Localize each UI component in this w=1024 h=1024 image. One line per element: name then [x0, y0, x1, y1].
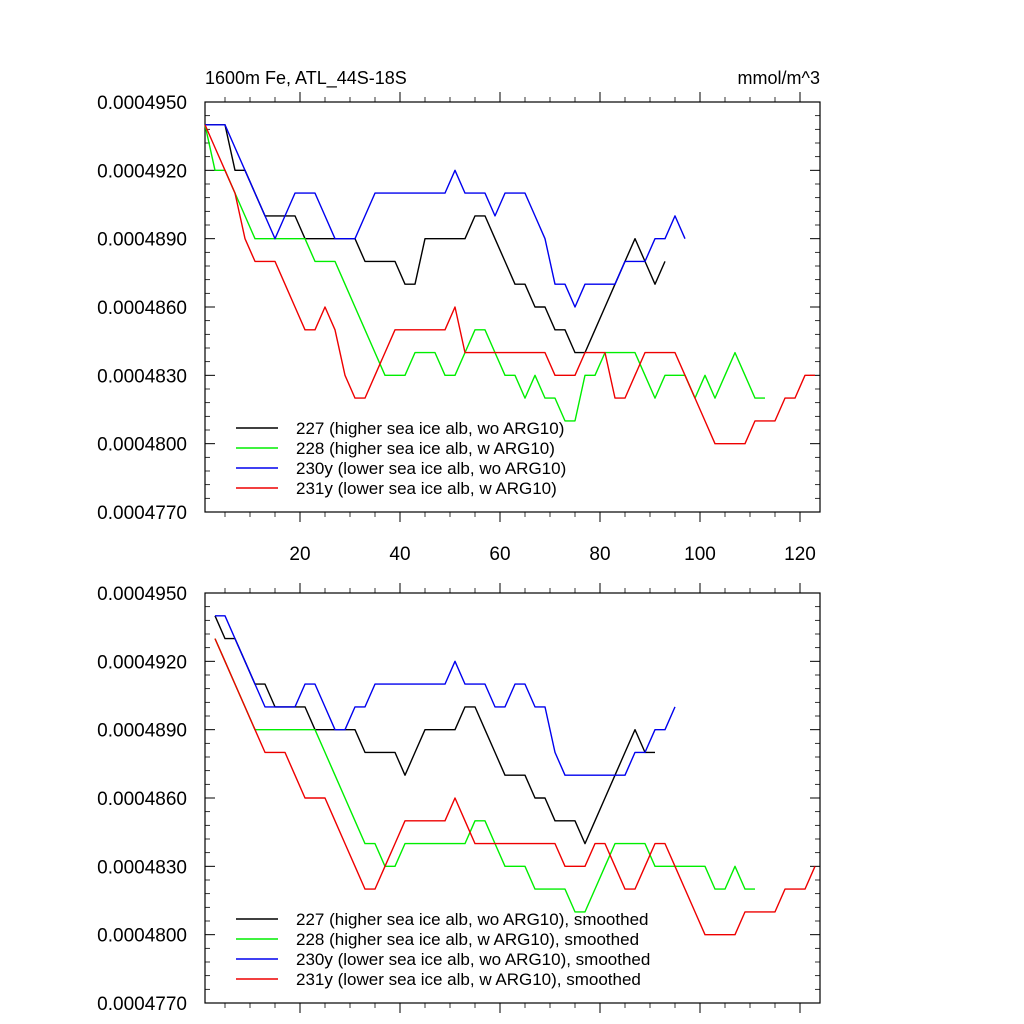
legend-label-1: 228 (higher sea ice alb, w ARG10), smoot…: [296, 930, 639, 949]
y-tick-label: 0.0004800: [97, 926, 187, 947]
x-tick-label: 60: [489, 544, 510, 565]
series-line-2: [205, 124, 686, 308]
legend-label-1: 228 (higher sea ice alb, w ARG10): [296, 439, 555, 458]
x-tick-label: 100: [684, 544, 716, 565]
y-tick-label: 0.0004890: [97, 721, 187, 742]
series-line-1: [214, 638, 755, 913]
y-tick-label: 0.0004770: [97, 994, 187, 1015]
legend-label-2: 230y (lower sea ice alb, wo ARG10): [296, 459, 566, 478]
y-tick-label: 0.0004830: [97, 366, 187, 387]
units-label: mmol/m^3: [738, 68, 820, 88]
y-tick-label: 0.0004830: [97, 857, 187, 878]
series-line-3: [214, 638, 816, 936]
x-tick-label: 20: [289, 544, 310, 565]
bottom-panel: 0.0004770 0.0004800 0.0004830 0.0004860 0.00…: [97, 583, 821, 1015]
series-line-1: [204, 124, 765, 422]
y-tick-label: 0.0004860: [97, 298, 187, 319]
series-line-0: [205, 124, 666, 354]
y-tick-label: 0.0004920: [97, 161, 187, 182]
chart-title: 1600m Fe, ATL_44S-18S: [205, 68, 407, 89]
legend-label-0: 227 (higher sea ice alb, wo ARG10), smoo…: [296, 910, 648, 929]
y-tick-label: 0.0004800: [97, 435, 187, 456]
legend-label-2: 230y (lower sea ice alb, wo ARG10), smoo…: [296, 950, 650, 969]
legend-label-3: 231y (lower sea ice alb, w ARG10): [296, 479, 557, 498]
legend-label-3: 231y (lower sea ice alb, w ARG10), smoot…: [296, 970, 641, 989]
y-tick-label: 0.0004920: [97, 652, 187, 673]
y-tick-label: 0.0004860: [97, 789, 187, 810]
y-tick-label: 0.0004950: [97, 93, 187, 114]
y-tick-label: 0.0004890: [97, 230, 187, 251]
x-tick-label: 40: [389, 544, 410, 565]
x-tick-label: 120: [784, 544, 816, 565]
top-panel: 0.0004770 0.0004800 0.0004830 0.0004860 0.00…: [97, 68, 821, 565]
series-line-3: [204, 124, 815, 445]
series-line-2: [215, 615, 676, 776]
x-tick-label: 80: [589, 544, 610, 565]
legend-label-0: 227 (higher sea ice alb, wo ARG10): [296, 419, 564, 438]
y-tick-label: 0.0004950: [97, 584, 187, 605]
y-tick-label: 0.0004770: [97, 503, 187, 524]
